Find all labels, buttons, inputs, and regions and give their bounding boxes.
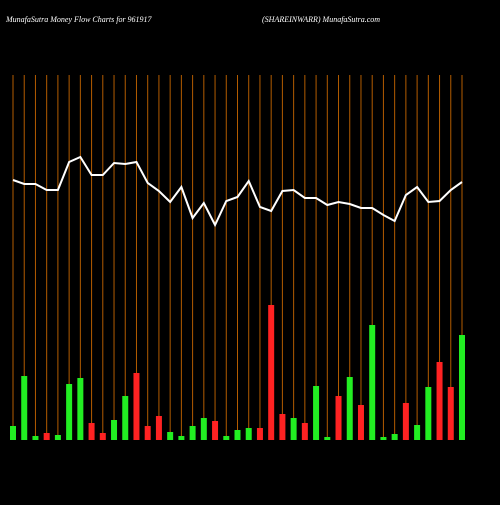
bar (459, 335, 465, 440)
bar (245, 428, 252, 440)
bar (234, 430, 241, 440)
bar (155, 416, 162, 440)
bar (66, 384, 73, 440)
bar (324, 437, 331, 440)
bar (144, 426, 151, 440)
bar (447, 387, 454, 440)
bar (402, 403, 409, 440)
bar (268, 305, 275, 440)
bar (77, 378, 84, 440)
bar (43, 433, 50, 440)
bar (425, 387, 432, 440)
flow-line (12, 155, 463, 228)
bar (10, 426, 16, 440)
bar (290, 418, 297, 440)
chart-subtitle: (SHAREINWARR) MunafaSutra.com (262, 15, 380, 24)
bar (369, 325, 376, 440)
bar (200, 418, 207, 440)
bar (223, 436, 230, 440)
chart-title: MunafaSutra Money Flow Charts for 961917 (5, 15, 153, 24)
bar (346, 377, 353, 440)
bar (256, 428, 263, 440)
bar (88, 423, 95, 440)
bar (111, 420, 118, 440)
bar (357, 405, 364, 440)
bar (279, 414, 286, 440)
bar (313, 386, 320, 440)
bar (189, 426, 196, 440)
bar (54, 435, 61, 440)
bar (436, 362, 443, 440)
bar (32, 436, 39, 440)
bar (167, 432, 174, 440)
bar (212, 421, 219, 440)
bar (133, 373, 140, 440)
bar (178, 436, 185, 440)
bar (414, 425, 421, 440)
bar (301, 423, 308, 440)
bar (380, 437, 387, 440)
bar (335, 396, 342, 440)
bar (391, 434, 398, 440)
bar (21, 376, 28, 440)
bar (99, 433, 106, 440)
bar (122, 396, 129, 440)
